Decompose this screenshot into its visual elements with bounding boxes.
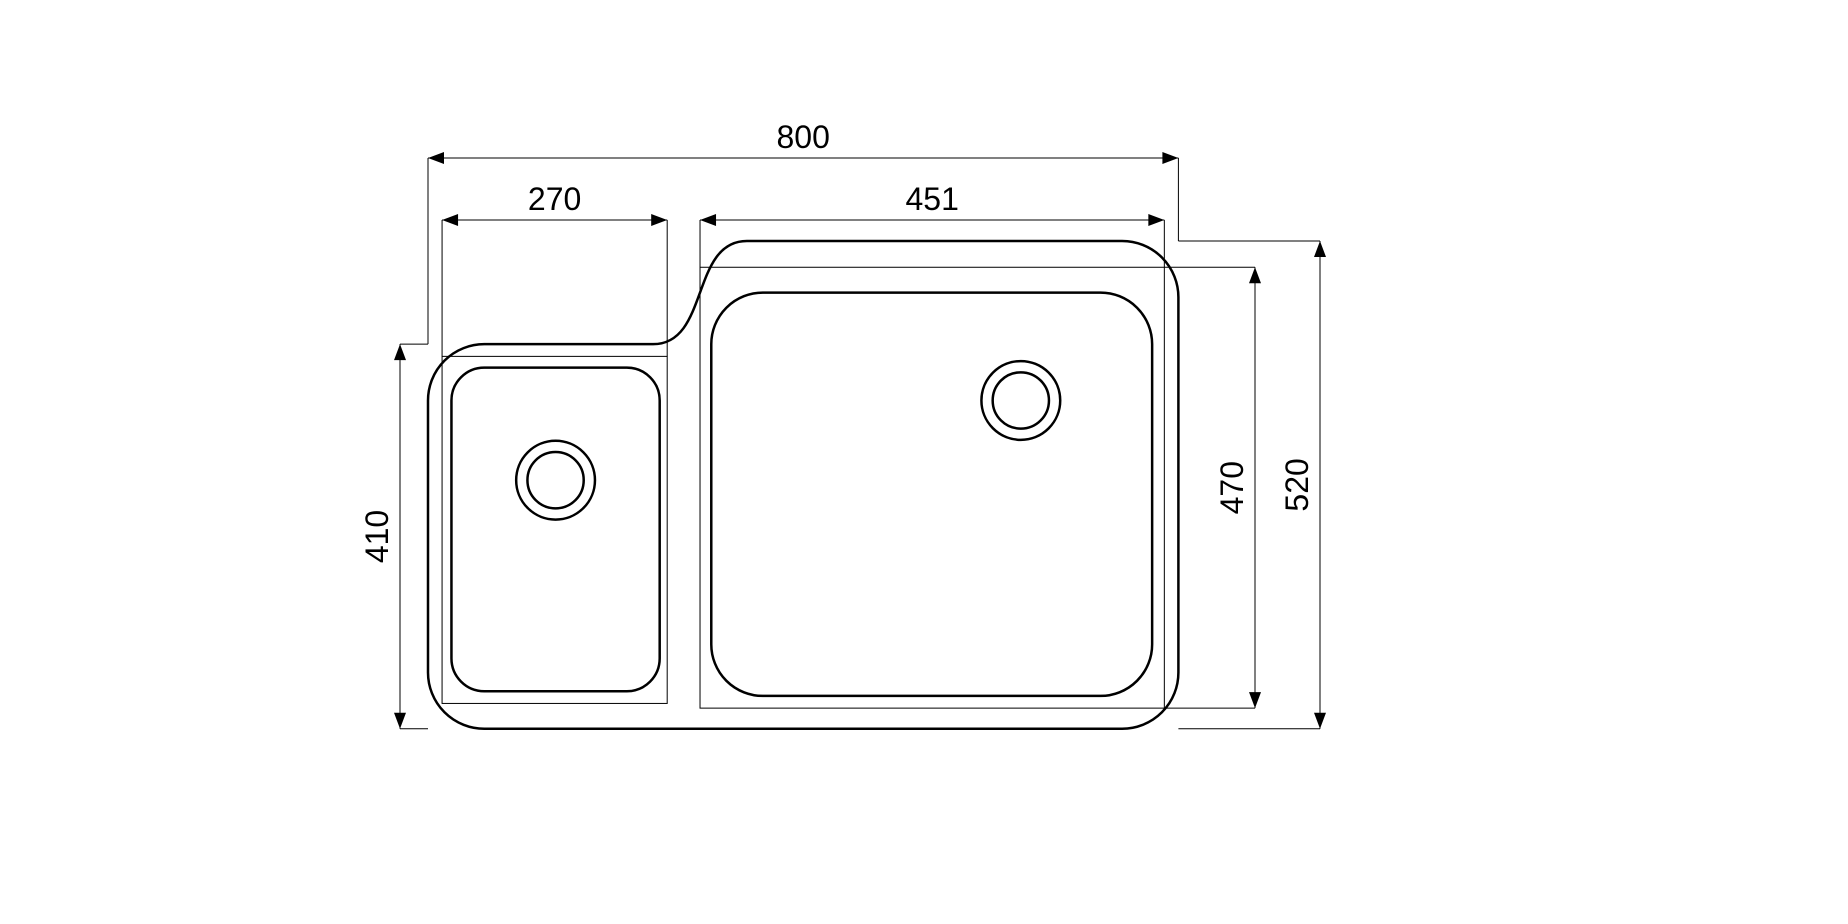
right-bowl-drain-inner: [993, 372, 1049, 428]
sink-outer-outline: [428, 241, 1178, 729]
right-guide-rect: [700, 267, 1164, 708]
right-bowl: [711, 293, 1152, 696]
dim-right-bowl-height-label: 470: [1214, 461, 1250, 514]
left-guide-rect: [442, 356, 667, 703]
left-bowl-drain-inner: [527, 452, 583, 508]
sink-technical-drawing: 800 270 451 410 470 520: [0, 0, 1848, 924]
left-bowl: [451, 368, 659, 692]
dim-total-height-label: 520: [1279, 458, 1315, 511]
dim-right-width-label: 451: [905, 181, 958, 217]
dim-left-width-label: 270: [528, 181, 581, 217]
dim-left-height-label: 410: [359, 510, 395, 563]
dim-total-width-label: 800: [777, 119, 830, 155]
